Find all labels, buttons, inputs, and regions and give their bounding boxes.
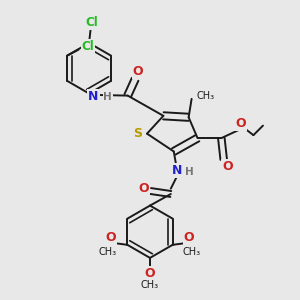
Text: O: O: [145, 267, 155, 280]
Text: H: H: [103, 92, 112, 102]
Text: CH₃: CH₃: [196, 91, 214, 101]
Text: Cl: Cl: [82, 40, 94, 53]
Text: N: N: [172, 164, 182, 177]
Text: CH₃: CH₃: [183, 247, 201, 257]
Text: S: S: [133, 127, 142, 140]
Text: O: O: [139, 182, 149, 195]
Text: H: H: [185, 167, 194, 177]
Text: O: O: [222, 160, 232, 172]
Text: CH₃: CH₃: [141, 280, 159, 290]
Text: CH₃: CH₃: [99, 247, 117, 257]
Text: N: N: [88, 90, 99, 103]
Text: O: O: [235, 117, 246, 130]
Text: O: O: [106, 232, 116, 244]
Text: O: O: [133, 65, 143, 78]
Text: Cl: Cl: [86, 16, 98, 29]
Text: O: O: [184, 232, 194, 244]
